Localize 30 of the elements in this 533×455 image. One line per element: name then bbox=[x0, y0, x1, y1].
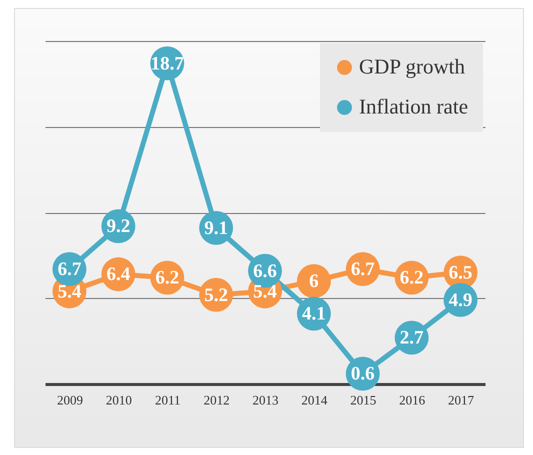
data-label: 2.7 bbox=[400, 328, 424, 349]
x-tick-label: 2011 bbox=[154, 392, 180, 408]
point bbox=[296, 264, 331, 298]
data-label: 5.2 bbox=[204, 284, 228, 306]
data-label: 6.4 bbox=[106, 264, 131, 286]
data-label: 6.7 bbox=[350, 259, 376, 280]
data-label: 5.4 bbox=[253, 281, 278, 302]
x-tick-label: 2014 bbox=[301, 392, 328, 408]
data-label: 6.2 bbox=[400, 268, 424, 289]
data-label: 18.7 bbox=[150, 53, 184, 74]
data-label: 6.5 bbox=[448, 262, 472, 284]
x-tick-label: 2013 bbox=[252, 392, 278, 408]
data-label: 4.9 bbox=[448, 290, 472, 311]
data-label: 9.1 bbox=[204, 218, 228, 239]
x-tick-label: 2016 bbox=[399, 392, 426, 408]
x-tick-label: 2012 bbox=[204, 392, 230, 408]
data-label: 6.7 bbox=[58, 259, 82, 280]
data-label: 5.4 bbox=[58, 281, 82, 302]
data-label: 6.2 bbox=[155, 268, 180, 289]
data-label: 9.2 bbox=[106, 216, 130, 238]
data-label: 6.6 bbox=[253, 260, 277, 282]
x-tick-label: 2015 bbox=[350, 392, 376, 408]
data-label: 0.6 bbox=[350, 364, 375, 385]
legend-label: Inflation rate bbox=[359, 94, 468, 118]
data-label: 4.1 bbox=[302, 304, 326, 325]
data-label: 6 bbox=[309, 271, 319, 292]
x-tick-label: 2010 bbox=[106, 392, 132, 408]
x-tick-label: 2017 bbox=[448, 392, 475, 408]
x-tick-label: 2009 bbox=[56, 392, 83, 408]
legend-label: GDP growth bbox=[359, 54, 466, 78]
